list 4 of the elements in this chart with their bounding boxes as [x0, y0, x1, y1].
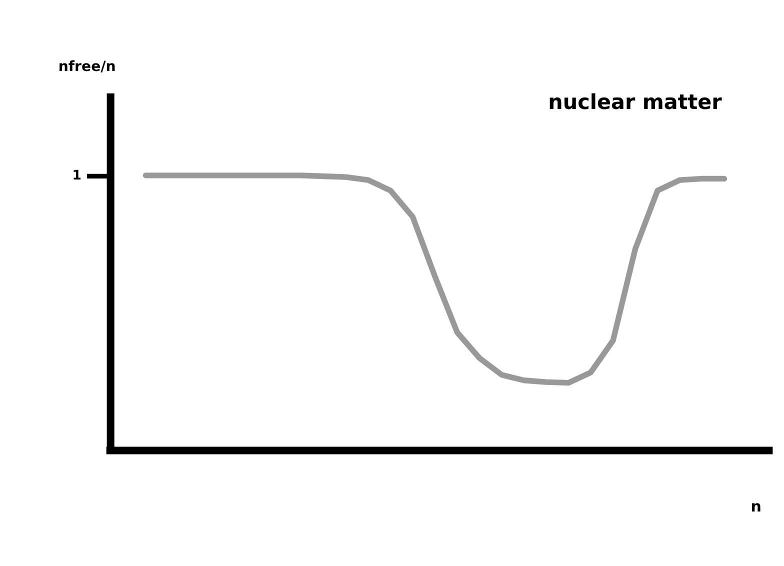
text: nfree/n	[58, 59, 116, 76]
x-axis-title: n	[750, 498, 762, 516]
chart-title: nuclear matter	[548, 90, 723, 114]
text: 1	[72, 168, 82, 184]
